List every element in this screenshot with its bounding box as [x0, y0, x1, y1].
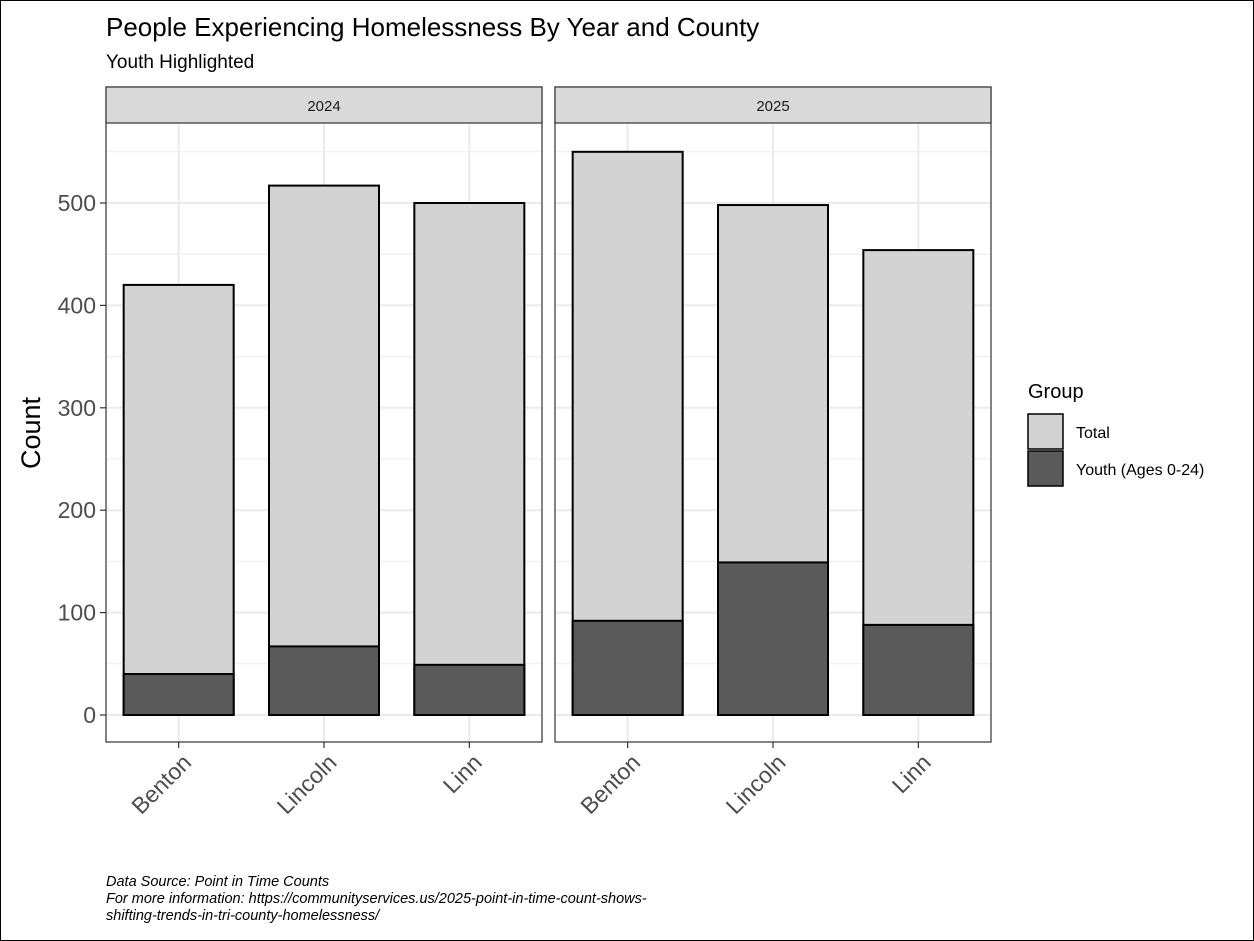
bar-youth-benton-2025 — [571, 619, 684, 716]
y-tick-label: 400 — [58, 292, 96, 318]
x-tick-label: Lincoln — [721, 749, 791, 819]
legend-label: Youth (Ages 0-24) — [1076, 462, 1204, 479]
caption-source: Data Source: Point in Time Counts — [106, 874, 330, 890]
x-tick-label: Benton — [575, 749, 645, 819]
caption-info-line: For more information: https://communitys… — [106, 891, 647, 907]
y-tick-label: 500 — [58, 190, 96, 216]
bar-youth-linn-2024 — [413, 663, 526, 716]
chart-caption: Data Source: Point in Time Counts For mo… — [106, 874, 647, 925]
y-tick-label: 0 — [83, 702, 96, 728]
legend-swatch — [1027, 450, 1064, 487]
caption-info-line: shifting-trends-in-tri-county-homelessne… — [106, 908, 380, 924]
chart-subtitle: Youth Highlighted — [106, 52, 255, 73]
bar-youth-benton-2024 — [122, 673, 235, 716]
facet-strip — [105, 86, 543, 124]
x-tick-label: Lincoln — [272, 749, 342, 819]
legend-title: Group — [1028, 381, 1084, 403]
chart-title: People Experiencing Homelessness By Year… — [106, 12, 760, 42]
y-tick-label: 300 — [58, 395, 96, 421]
legend-label: Total — [1076, 425, 1110, 442]
legend-swatch — [1027, 413, 1064, 450]
bar-total-lincoln-2024 — [268, 184, 380, 717]
bar-total-linn-2024 — [413, 202, 526, 716]
y-tick-label: 100 — [58, 600, 96, 626]
bar-youth-linn-2025 — [862, 623, 975, 716]
bar-youth-lincoln-2024 — [268, 645, 380, 717]
facet-strip-label: 2024 — [307, 98, 340, 115]
y-tick-label: 200 — [58, 497, 96, 523]
x-tick-label: Linn — [438, 749, 487, 798]
bar-youth-lincoln-2025 — [717, 561, 829, 717]
facet-strip-label: 2025 — [756, 98, 789, 115]
x-tick-label: Benton — [126, 749, 196, 819]
bar-total-benton-2024 — [122, 283, 235, 716]
y-axis-title: Count — [16, 396, 46, 469]
x-tick-label: Linn — [887, 749, 936, 798]
facet-strip — [554, 86, 992, 124]
